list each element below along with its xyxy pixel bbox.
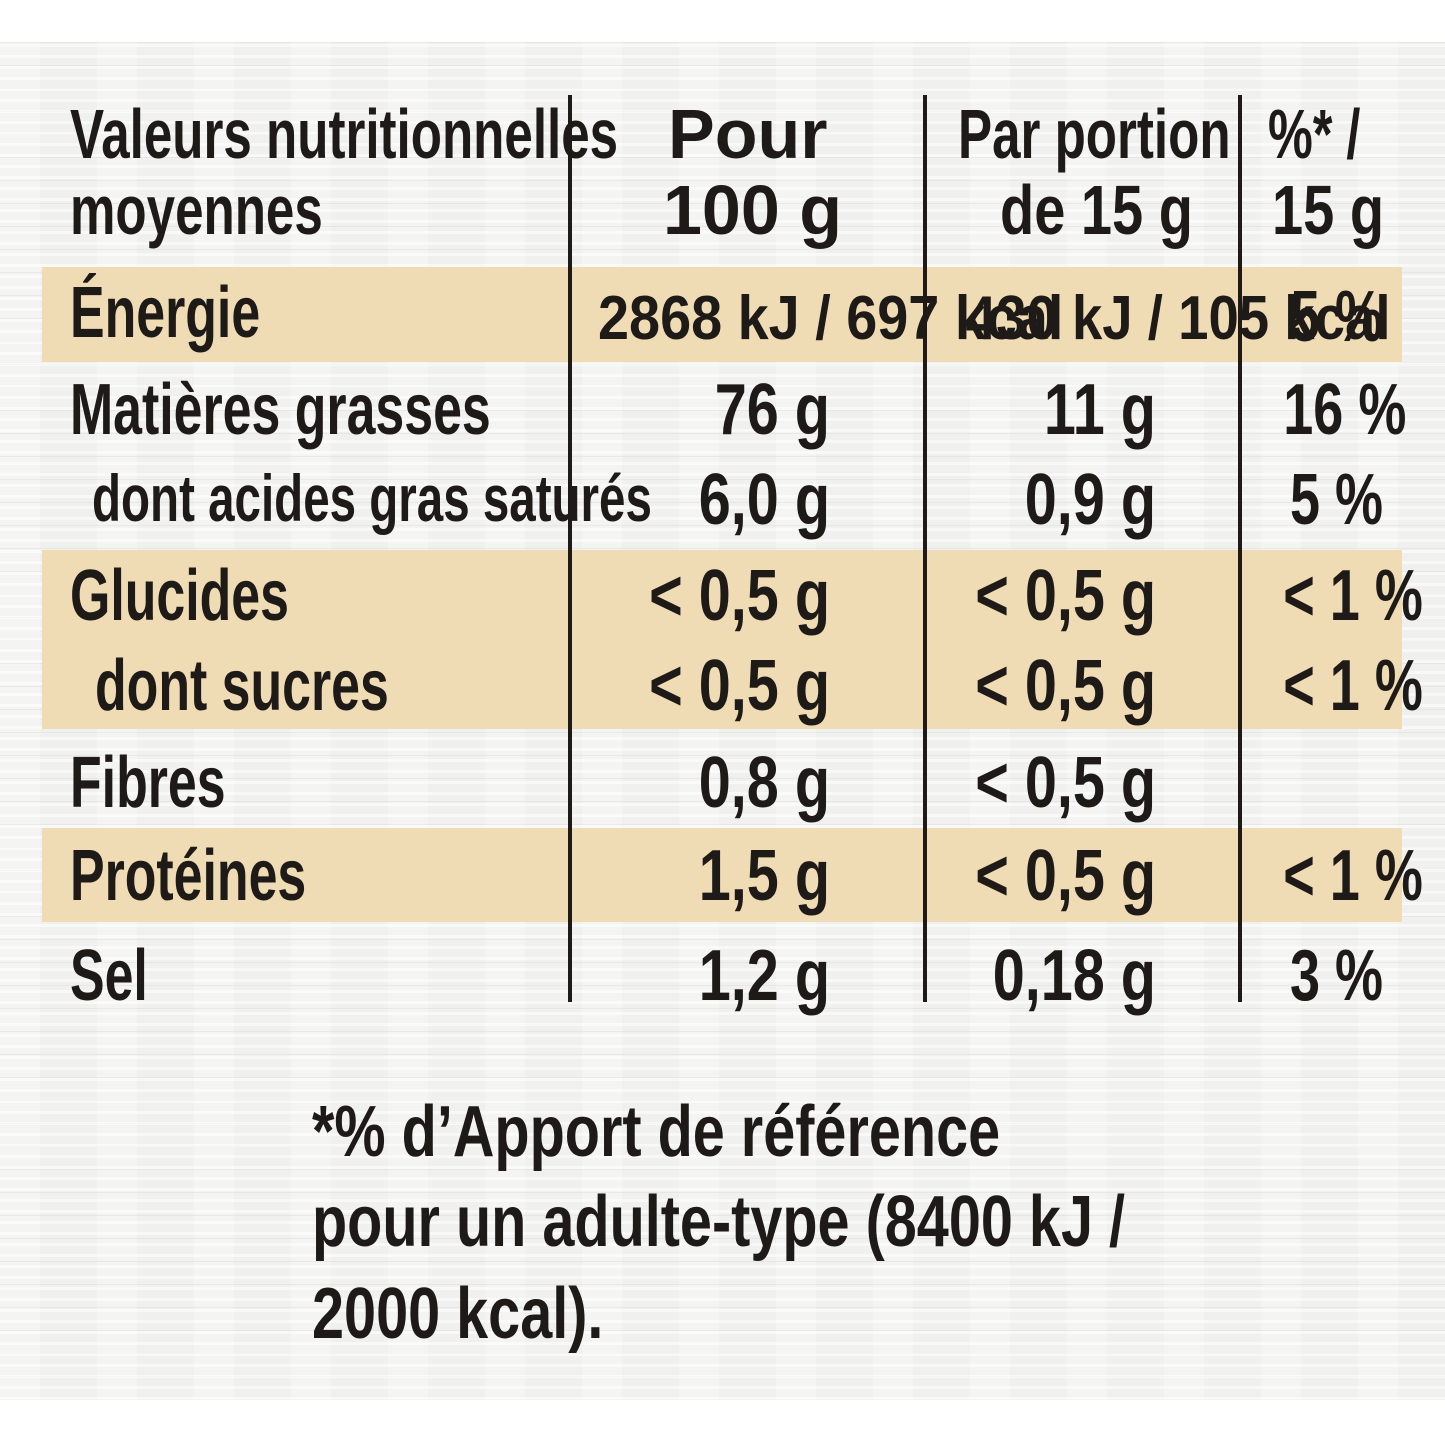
row-pct: 16 % [1283, 370, 1407, 450]
row-portion: < 0,5 g [975, 836, 1157, 916]
row-portion: < 0,5 g [975, 556, 1157, 636]
footnote-line-2: pour un adulte-type (8400 kJ / [312, 1182, 1125, 1262]
row-per100: 76 g [714, 370, 830, 450]
row-per100: < 0,5 g [649, 556, 830, 636]
row-pct: < 1 % [1283, 836, 1423, 916]
row-band-energie [42, 267, 1402, 362]
row-label: Glucides [70, 556, 289, 636]
column-divider-1 [568, 95, 572, 1002]
row-per100: < 0,5 g [649, 646, 830, 726]
row-portion: 430 kJ / 105 kcal [965, 284, 1391, 353]
footnote-line-1: *% d’Apport de référence [312, 1092, 1001, 1172]
row-band-glucides [42, 550, 1402, 729]
row-label: dont acides gras saturés [92, 461, 652, 535]
footnote-line-3: 2000 kcal). [312, 1274, 604, 1354]
row-band-proteines [42, 828, 1402, 922]
row-portion: 0,9 g [1024, 460, 1156, 540]
column-divider-3 [1238, 95, 1242, 1002]
header-per100-line2: 100 g [663, 171, 842, 249]
header-per100-line1: Pour [668, 95, 828, 173]
row-portion: < 0,5 g [975, 743, 1157, 823]
row-pct: 3 % [1289, 936, 1383, 1016]
row-pct: < 1 % [1283, 556, 1423, 636]
row-per100: 6,0 g [698, 460, 830, 540]
row-portion: 0,18 g [992, 936, 1156, 1016]
header-nutrient-line2: moyennes [70, 171, 323, 249]
header-percent-line1: %* / [1268, 95, 1361, 173]
row-per100: 1,2 g [698, 936, 830, 1016]
row-per100: 2868 kJ / 697 kcal [598, 284, 1064, 353]
row-portion: 11 g [1043, 370, 1156, 450]
row-per100: 1,5 g [698, 836, 830, 916]
row-pct: 5 % [1289, 460, 1383, 540]
row-portion: < 0,5 g [975, 646, 1157, 726]
row-pct: < 1 % [1283, 646, 1423, 726]
row-label: Fibres [70, 743, 226, 823]
row-label: Sel [70, 936, 148, 1016]
row-label: dont sucres [95, 646, 389, 726]
row-pct: 5 % [1289, 277, 1383, 357]
row-label: Matières grasses [70, 370, 491, 450]
row-per100: 0,8 g [698, 743, 830, 823]
column-divider-2 [923, 95, 927, 1002]
header-portion-line2: de 15 g [1000, 171, 1193, 249]
header-portion-line1: Par portion [958, 95, 1231, 173]
header-percent-line2: 15 g [1272, 171, 1385, 249]
header-nutrient-line1: Valeurs nutritionnelles [70, 95, 619, 173]
row-label: Énergie [70, 273, 261, 353]
row-label: Protéines [70, 836, 307, 916]
